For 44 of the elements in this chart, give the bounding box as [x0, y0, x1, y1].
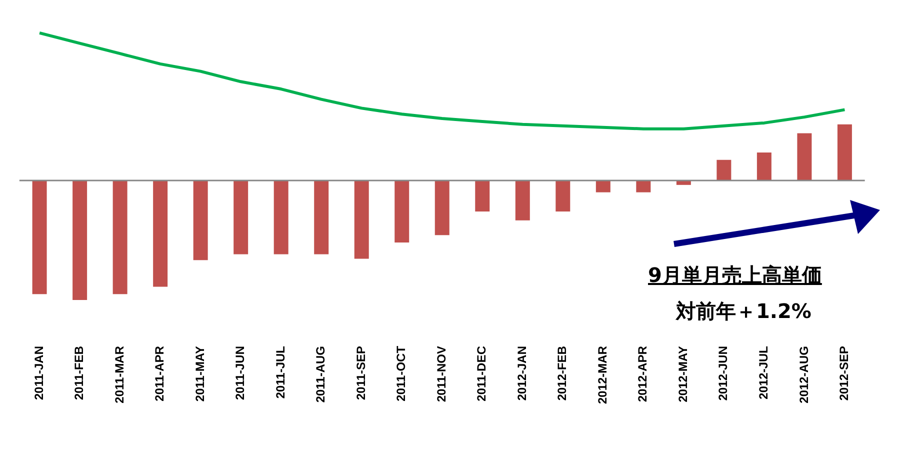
- x-tick-label: 2011-FEB: [72, 346, 86, 400]
- bar: [274, 180, 288, 254]
- x-tick-label: 2011-JAN: [32, 346, 46, 400]
- bar: [234, 180, 248, 254]
- bar: [354, 180, 369, 259]
- bar: [314, 180, 329, 254]
- bar: [434, 180, 450, 236]
- x-tick-label: 2011-JUL: [273, 346, 288, 399]
- bar: [475, 180, 490, 212]
- x-tick-label: 2011-SEP: [354, 346, 368, 400]
- x-tick-label: 2012-JUN: [716, 346, 730, 401]
- x-tick-label: 2012-JUL: [756, 346, 770, 400]
- bar: [394, 180, 410, 242]
- x-tick-label: 2011-DEC: [474, 346, 489, 402]
- bar: [756, 152, 772, 180]
- x-tick-label: 2012-SEP: [837, 346, 852, 401]
- x-tick-label: 2012-JAN: [514, 346, 529, 401]
- bar: [193, 180, 208, 260]
- bar: [676, 180, 691, 185]
- x-tick-label: 2012-MAR: [595, 346, 610, 404]
- bar: [515, 180, 530, 220]
- bar: [596, 180, 610, 192]
- bar: [153, 180, 168, 287]
- x-tick-label: 2012-APR: [636, 346, 650, 402]
- x-tick-label: 2012-FEB: [555, 346, 570, 401]
- x-tick-label: 2011-APR: [152, 346, 167, 402]
- x-tick-label: 2011-JUN: [233, 346, 248, 400]
- x-tick-label: 2011-MAR: [112, 346, 126, 404]
- x-tick-label: 2011-MAY: [192, 346, 207, 402]
- bar: [716, 160, 732, 180]
- x-tick-label: 2012-MAY: [676, 346, 690, 402]
- x-tick-label: 2012-AUG: [796, 346, 811, 404]
- annotation: 9月単月売上高単価: [648, 262, 822, 289]
- annotation: 対前年＋1.2%: [676, 298, 812, 325]
- bar: [837, 124, 852, 180]
- x-tick-label: 2011-AUG: [314, 346, 328, 403]
- bar: [636, 180, 651, 192]
- bar: [72, 180, 88, 300]
- bar: [112, 180, 128, 294]
- x-tick-label: 2011-NOV: [434, 346, 448, 402]
- bar: [797, 133, 812, 180]
- x-tick-label: 2011-OCT: [394, 345, 408, 402]
- bar: [32, 180, 47, 294]
- bar: [556, 180, 570, 212]
